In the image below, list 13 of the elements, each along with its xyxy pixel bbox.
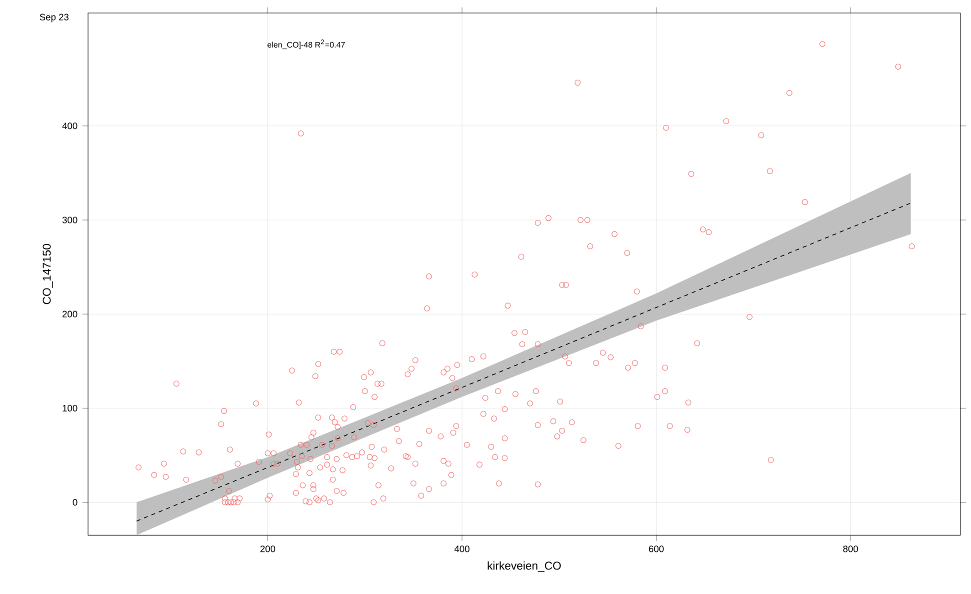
x-tick-label: 600 <box>648 546 664 552</box>
y-tick-label: 100 <box>62 404 78 412</box>
x-tick-label: 800 <box>843 546 858 552</box>
x-axis-title: kirkeveien_CO <box>488 561 561 572</box>
annotation: elen_CO]-48 R$^{2}$=0.47 <box>268 39 345 50</box>
y-tick-label: 0 <box>72 498 78 506</box>
y-tick-label: 400 <box>62 122 78 130</box>
x-tick-label: 400 <box>454 546 470 552</box>
x-tick-label: 200 <box>260 546 276 552</box>
y-tick-label: 300 <box>62 216 78 224</box>
y-tick-label: 200 <box>62 310 78 318</box>
chart-title: Sep 23 <box>40 14 69 22</box>
y-axis-title: CO_147150 <box>42 244 53 304</box>
